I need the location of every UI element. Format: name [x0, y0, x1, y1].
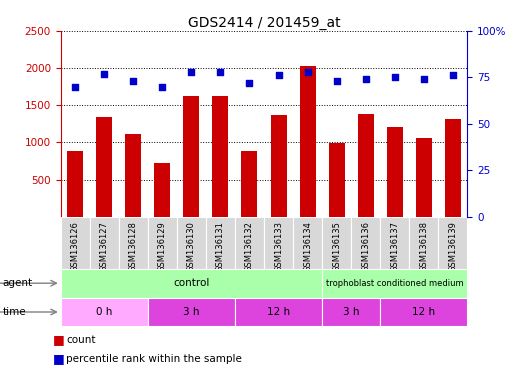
Bar [445, 119, 461, 217]
Point [391, 74, 399, 80]
Bar [416, 138, 432, 217]
FancyBboxPatch shape [61, 298, 148, 326]
Text: GSM136138: GSM136138 [419, 221, 428, 272]
Point [245, 80, 254, 86]
Text: percentile rank within the sample: percentile rank within the sample [66, 354, 242, 364]
Text: 3 h: 3 h [343, 307, 360, 317]
Text: GSM136131: GSM136131 [216, 221, 225, 272]
Text: GSM136130: GSM136130 [187, 221, 196, 272]
FancyBboxPatch shape [351, 217, 380, 269]
Bar [299, 66, 316, 217]
Text: GSM136128: GSM136128 [129, 221, 138, 272]
Text: count: count [66, 335, 96, 345]
Text: GSM136134: GSM136134 [303, 221, 312, 272]
FancyBboxPatch shape [380, 298, 467, 326]
Bar [212, 96, 229, 217]
Point [187, 69, 196, 75]
Point [216, 69, 225, 75]
Text: trophoblast conditioned medium: trophoblast conditioned medium [326, 279, 464, 288]
Bar [183, 96, 200, 217]
Text: GSM136133: GSM136133 [274, 221, 283, 272]
Text: control: control [173, 278, 210, 288]
Text: 3 h: 3 h [183, 307, 200, 317]
Point [361, 76, 370, 82]
Bar [96, 117, 112, 217]
Point [100, 71, 109, 77]
Bar [270, 115, 287, 217]
FancyBboxPatch shape [235, 298, 322, 326]
Point [420, 76, 428, 82]
FancyBboxPatch shape [206, 217, 235, 269]
Bar [357, 114, 374, 217]
FancyBboxPatch shape [322, 269, 467, 298]
FancyBboxPatch shape [90, 217, 119, 269]
Point [129, 78, 138, 84]
Bar [328, 143, 345, 217]
Bar [154, 162, 171, 217]
Text: ■: ■ [53, 353, 64, 366]
Point [333, 78, 341, 84]
FancyBboxPatch shape [61, 269, 322, 298]
Text: agent: agent [3, 278, 33, 288]
FancyBboxPatch shape [380, 217, 409, 269]
Bar [67, 151, 83, 217]
Text: GSM136127: GSM136127 [100, 221, 109, 272]
FancyBboxPatch shape [322, 298, 380, 326]
FancyBboxPatch shape [235, 217, 264, 269]
Text: 12 h: 12 h [412, 307, 435, 317]
Text: GSM136135: GSM136135 [332, 221, 341, 272]
Text: GSM136139: GSM136139 [448, 221, 457, 272]
Text: GSM136132: GSM136132 [245, 221, 254, 272]
Bar [125, 134, 142, 217]
FancyBboxPatch shape [293, 217, 322, 269]
Point [449, 72, 457, 78]
FancyBboxPatch shape [438, 217, 467, 269]
FancyBboxPatch shape [409, 217, 438, 269]
Text: 12 h: 12 h [267, 307, 290, 317]
Text: time: time [3, 307, 26, 317]
FancyBboxPatch shape [148, 217, 177, 269]
Text: ■: ■ [53, 333, 64, 346]
Text: GSM136126: GSM136126 [71, 221, 80, 272]
FancyBboxPatch shape [322, 217, 351, 269]
Point [158, 84, 167, 90]
Bar [241, 151, 258, 217]
Point [71, 84, 80, 90]
Text: GSM136129: GSM136129 [158, 221, 167, 272]
Text: GSM136137: GSM136137 [390, 221, 399, 272]
FancyBboxPatch shape [177, 217, 206, 269]
FancyBboxPatch shape [61, 217, 90, 269]
Bar [386, 127, 403, 217]
Point [303, 69, 312, 75]
Text: GSM136136: GSM136136 [361, 221, 370, 272]
Title: GDS2414 / 201459_at: GDS2414 / 201459_at [187, 16, 341, 30]
FancyBboxPatch shape [148, 298, 235, 326]
FancyBboxPatch shape [119, 217, 148, 269]
FancyBboxPatch shape [264, 217, 293, 269]
Point [275, 72, 283, 78]
Text: 0 h: 0 h [96, 307, 112, 317]
